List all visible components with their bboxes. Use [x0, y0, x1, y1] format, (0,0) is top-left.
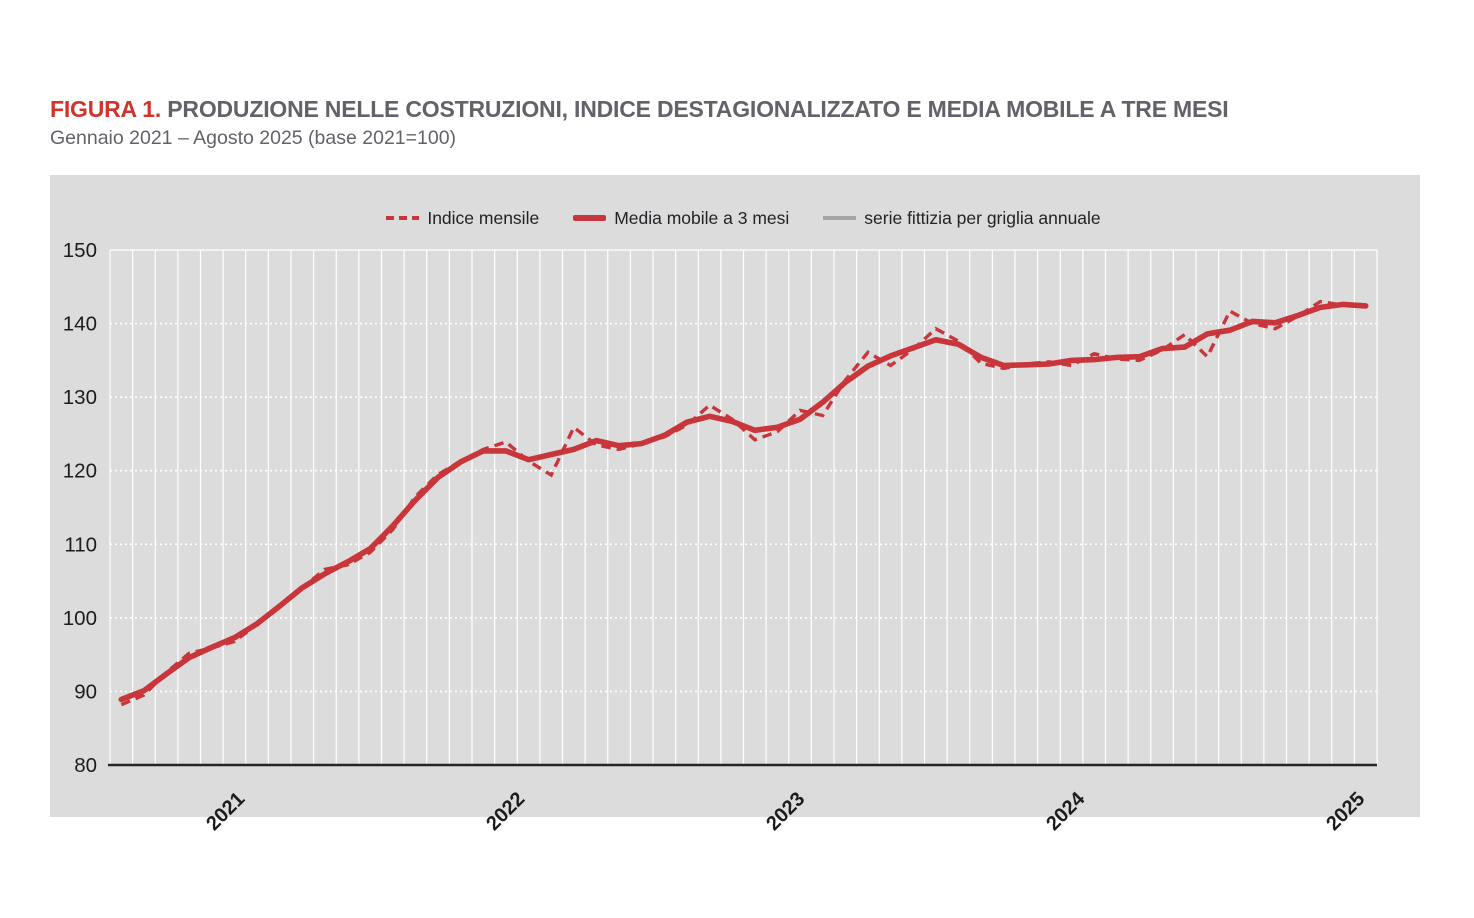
- legend-item-serie-fittizia: serie fittizia per griglia annuale: [823, 207, 1101, 229]
- figure-title-text: PRODUZIONE NELLE COSTRUZIONI, INDICE DES…: [167, 96, 1229, 122]
- solid-line-marker-icon: [573, 215, 607, 221]
- figure-subtitle: Gennaio 2021 – Agosto 2025 (base 2021=10…: [50, 127, 457, 150]
- dashed-line-marker-icon: [386, 216, 420, 220]
- gray-line-marker-icon: [823, 216, 857, 220]
- y-tick-label: 100: [63, 607, 97, 630]
- legend-label: Media mobile a 3 mesi: [614, 207, 790, 228]
- plot-panel: [50, 175, 1420, 817]
- legend-label: serie fittizia per griglia annuale: [864, 207, 1101, 228]
- legend-label: Indice mensile: [427, 207, 540, 228]
- legend-item-indice-mensile: Indice mensile: [386, 208, 539, 229]
- y-tick-label: 110: [64, 533, 97, 556]
- figure-title: FIGURA 1. PRODUZIONE NELLE COSTRUZIONI, …: [50, 96, 1229, 122]
- y-tick-label: 150: [63, 239, 97, 262]
- title-block: FIGURA 1. PRODUZIONE NELLE COSTRUZIONI, …: [50, 96, 1229, 150]
- y-tick-label: 80: [74, 754, 97, 777]
- moving-average-line: [118, 301, 1369, 703]
- y-tick-label: 130: [63, 386, 97, 409]
- legend-item-media-mobile: Media mobile a 3 mesi: [573, 208, 789, 229]
- y-tick-label: 140: [63, 313, 97, 336]
- y-tick-label: 90: [74, 680, 97, 703]
- y-tick-label: 120: [63, 460, 97, 483]
- chart-legend: Indice mensile Media mobile a 3 mesi ser…: [110, 205, 1377, 231]
- figure-label: FIGURA 1.: [50, 96, 162, 122]
